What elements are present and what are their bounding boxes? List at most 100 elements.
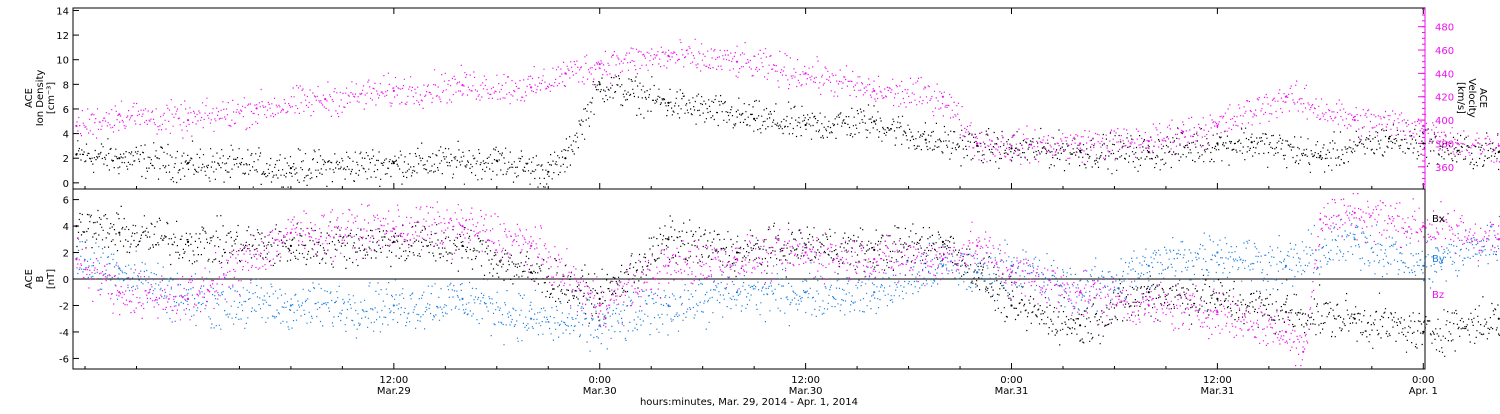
- density-point: [1319, 154, 1322, 157]
- bz-point: [1319, 218, 1322, 221]
- bx-point: [75, 225, 78, 228]
- bz-point: [1302, 350, 1305, 353]
- density-title-line2: Ion Density: [35, 70, 46, 127]
- bx-points: [76, 205, 1500, 357]
- density-point: [1387, 137, 1391, 140]
- density-points: [76, 75, 1500, 188]
- x-axis-title: hours:minutes, Mar. 29, 2014 - Apr. 1, 2…: [640, 397, 858, 408]
- density-tick-label: 12: [56, 31, 69, 42]
- bz-point: [392, 227, 395, 230]
- by-point: [941, 264, 945, 267]
- velocity-point: [255, 107, 258, 110]
- bx-point: [941, 240, 945, 243]
- bz-point: [667, 264, 670, 267]
- bx-point: [1010, 304, 1013, 307]
- bx-point: [873, 248, 876, 251]
- bx-point: [1147, 291, 1150, 294]
- by-point: [735, 291, 739, 294]
- by-point: [873, 291, 876, 294]
- bx-point: [461, 244, 464, 247]
- data-layer: [75, 38, 1500, 367]
- density-point: [753, 117, 756, 120]
- by-point: [804, 291, 807, 294]
- density-tick-label: 0: [63, 179, 69, 190]
- by-points: [76, 212, 1500, 352]
- density-point: [495, 159, 498, 162]
- bx-point: [289, 244, 292, 247]
- x-tick-label-date: Mar.31: [995, 386, 1029, 397]
- x-tick-label-time: 0:00: [1412, 375, 1434, 386]
- velocity-point: [461, 84, 464, 87]
- velocity-tick-label: 480: [1435, 23, 1454, 34]
- density-tick-label: 8: [63, 80, 69, 91]
- density-point: [598, 83, 601, 86]
- bz-point: [1422, 225, 1425, 228]
- ticks-layer: 12:00Mar.290:00Mar.3012:00Mar.300:00Mar.…: [56, 6, 1454, 397]
- bx-point: [667, 238, 670, 241]
- by-point: [1284, 264, 1288, 267]
- by-point: [667, 304, 670, 307]
- density-point: [1497, 151, 1500, 154]
- velocity-title-line3: [km/s]: [1455, 82, 1466, 114]
- b-tick-label: 4: [63, 222, 69, 233]
- bz-point: [1010, 271, 1013, 274]
- bz-series: [75, 193, 1500, 367]
- bz-point: [186, 297, 190, 300]
- bz-point: [289, 231, 292, 234]
- bz-point: [461, 225, 464, 228]
- density-point: [924, 138, 927, 141]
- by-point: [1216, 251, 1219, 254]
- velocity-point: [1079, 142, 1082, 145]
- bz-point: [735, 258, 739, 261]
- velocity-title-line1: ACE: [1477, 88, 1488, 108]
- velocity-point: [1353, 119, 1356, 122]
- velocity-point: [598, 63, 601, 66]
- density-title-line1: ACE: [24, 88, 35, 108]
- velocity-series: [75, 38, 1500, 165]
- density-tick-label: 2: [63, 154, 69, 165]
- velocity-point: [1010, 144, 1013, 147]
- bz-point: [75, 258, 78, 261]
- bz-point: [1497, 238, 1500, 241]
- legend-bz: Bz: [1432, 290, 1444, 301]
- density-point: [1456, 149, 1459, 152]
- bz-point: [976, 244, 979, 247]
- legend-by: By: [1432, 254, 1445, 265]
- b-tick-label: 0: [63, 275, 69, 286]
- velocity-tick-label: 420: [1435, 93, 1454, 104]
- density-axis-title: ACE Ion Density [cm⁻³]: [24, 70, 57, 127]
- density-point: [1422, 142, 1425, 145]
- bz-point: [1353, 211, 1356, 214]
- bx-point: [186, 240, 190, 243]
- density-tick-label: 4: [63, 130, 69, 141]
- velocity-point: [1497, 144, 1500, 147]
- x-tick-label-date: Mar.29: [377, 386, 411, 397]
- by-point: [530, 317, 533, 320]
- by-point: [289, 304, 292, 307]
- bz-point: [118, 291, 121, 294]
- x-tick-label-date: Mar.30: [583, 386, 617, 397]
- x-tick-label-date: Mar.31: [1200, 386, 1234, 397]
- bx-series: [75, 205, 1500, 357]
- velocity-point: [976, 142, 979, 145]
- by-point: [118, 267, 121, 270]
- velocity-point: [392, 89, 395, 92]
- density-tick-label: 6: [63, 105, 69, 116]
- b-tick-label: 6: [63, 196, 69, 207]
- density-point: [873, 120, 876, 123]
- x-tick-label-date: Apr. 1: [1409, 386, 1438, 397]
- bz-point: [598, 304, 601, 307]
- velocity-tick-label: 360: [1435, 163, 1454, 174]
- velocity-point: [75, 124, 78, 127]
- density-point: [392, 162, 395, 165]
- velocity-tick-label: 380: [1435, 139, 1454, 150]
- b-title-line3: [nT]: [46, 269, 57, 289]
- by-point: [392, 304, 395, 307]
- by-series: [75, 212, 1500, 352]
- b-axis-title: ACE B [nT]: [24, 269, 57, 289]
- bx-point: [735, 251, 739, 254]
- density-point: [1216, 142, 1219, 145]
- bz-point: [941, 258, 945, 261]
- x-tick-label-time: 0:00: [1000, 375, 1022, 386]
